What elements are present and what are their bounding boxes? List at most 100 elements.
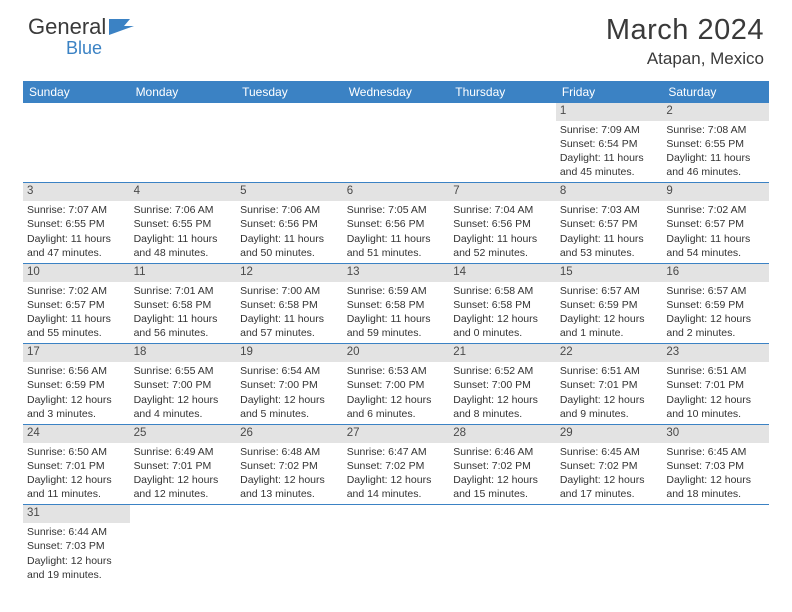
sunset-line: Sunset: 6:58 PM [347,298,446,312]
sunrise-line: Sunrise: 7:02 AM [27,284,126,298]
daylight-line: Daylight: 12 hours and 13 minutes. [240,473,339,501]
daylight-line: Daylight: 12 hours and 8 minutes. [453,393,552,421]
daylight-line: Daylight: 12 hours and 17 minutes. [560,473,659,501]
calendar-week: 1Sunrise: 7:09 AMSunset: 6:54 PMDaylight… [23,103,769,183]
sunrise-line: Sunrise: 7:05 AM [347,203,446,217]
day-number: 25 [130,425,237,443]
calendar-body: 1Sunrise: 7:09 AMSunset: 6:54 PMDaylight… [23,103,769,585]
day-details: Sunrise: 6:55 AMSunset: 7:00 PMDaylight:… [130,362,237,424]
day-cell: 9Sunrise: 7:02 AMSunset: 6:57 PMDaylight… [662,183,769,263]
sunrise-line: Sunrise: 6:47 AM [347,445,446,459]
sunset-line: Sunset: 6:55 PM [134,217,233,231]
day-cell: 28Sunrise: 6:46 AMSunset: 7:02 PMDayligh… [449,424,556,504]
calendar-week: 3Sunrise: 7:07 AMSunset: 6:55 PMDaylight… [23,183,769,263]
sunset-line: Sunset: 6:55 PM [666,137,765,151]
day-details: Sunrise: 7:06 AMSunset: 6:55 PMDaylight:… [130,201,237,263]
day-header: Wednesday [343,81,450,103]
day-cell: 4Sunrise: 7:06 AMSunset: 6:55 PMDaylight… [130,183,237,263]
sunset-line: Sunset: 6:56 PM [240,217,339,231]
title-block: March 2024 Atapan, Mexico [606,14,764,69]
day-details: Sunrise: 7:04 AMSunset: 6:56 PMDaylight:… [449,201,556,263]
day-details: Sunrise: 7:05 AMSunset: 6:56 PMDaylight:… [343,201,450,263]
calendar-week: 24Sunrise: 6:50 AMSunset: 7:01 PMDayligh… [23,424,769,504]
day-details [236,119,343,173]
day-number: 19 [236,344,343,362]
sunset-line: Sunset: 6:58 PM [134,298,233,312]
daylight-line: Daylight: 11 hours and 59 minutes. [347,312,446,340]
day-cell: 10Sunrise: 7:02 AMSunset: 6:57 PMDayligh… [23,263,130,343]
sunset-line: Sunset: 6:55 PM [27,217,126,231]
calendar-week: 31Sunrise: 6:44 AMSunset: 7:03 PMDayligh… [23,505,769,585]
sunrise-line: Sunrise: 6:55 AM [134,364,233,378]
day-number: 24 [23,425,130,443]
day-details: Sunrise: 6:54 AMSunset: 7:00 PMDaylight:… [236,362,343,424]
daylight-line: Daylight: 11 hours and 50 minutes. [240,232,339,260]
day-number: 13 [343,264,450,282]
daylight-line: Daylight: 12 hours and 14 minutes. [347,473,446,501]
sunset-line: Sunset: 7:00 PM [347,378,446,392]
sunset-line: Sunset: 7:02 PM [240,459,339,473]
sunset-line: Sunset: 7:00 PM [240,378,339,392]
sunrise-line: Sunrise: 6:57 AM [560,284,659,298]
sunset-line: Sunset: 6:59 PM [560,298,659,312]
day-cell: 8Sunrise: 7:03 AMSunset: 6:57 PMDaylight… [556,183,663,263]
day-details: Sunrise: 6:56 AMSunset: 6:59 PMDaylight:… [23,362,130,424]
day-cell: 13Sunrise: 6:59 AMSunset: 6:58 PMDayligh… [343,263,450,343]
sunset-line: Sunset: 6:57 PM [27,298,126,312]
day-cell: 17Sunrise: 6:56 AMSunset: 6:59 PMDayligh… [23,344,130,424]
day-details: Sunrise: 6:45 AMSunset: 7:03 PMDaylight:… [662,443,769,505]
sunrise-line: Sunrise: 7:06 AM [240,203,339,217]
month-title: March 2024 [606,14,764,47]
day-details: Sunrise: 7:02 AMSunset: 6:57 PMDaylight:… [662,201,769,263]
day-number: 16 [662,264,769,282]
daylight-line: Daylight: 12 hours and 10 minutes. [666,393,765,421]
daylight-line: Daylight: 12 hours and 6 minutes. [347,393,446,421]
calendar-week: 17Sunrise: 6:56 AMSunset: 6:59 PMDayligh… [23,344,769,424]
sunrise-line: Sunrise: 7:04 AM [453,203,552,217]
sunrise-line: Sunrise: 6:52 AM [453,364,552,378]
sunrise-line: Sunrise: 7:07 AM [27,203,126,217]
day-details: Sunrise: 7:03 AMSunset: 6:57 PMDaylight:… [556,201,663,263]
day-details: Sunrise: 6:51 AMSunset: 7:01 PMDaylight:… [556,362,663,424]
day-cell: 12Sunrise: 7:00 AMSunset: 6:58 PMDayligh… [236,263,343,343]
sunrise-line: Sunrise: 6:44 AM [27,525,126,539]
day-details: Sunrise: 6:51 AMSunset: 7:01 PMDaylight:… [662,362,769,424]
day-number: 21 [449,344,556,362]
day-number: 1 [556,103,663,121]
brand-logo: General Blue [28,14,136,40]
sunrise-line: Sunrise: 6:58 AM [453,284,552,298]
day-cell: 18Sunrise: 6:55 AMSunset: 7:00 PMDayligh… [130,344,237,424]
day-cell: 20Sunrise: 6:53 AMSunset: 7:00 PMDayligh… [343,344,450,424]
day-number: 17 [23,344,130,362]
sunrise-line: Sunrise: 7:00 AM [240,284,339,298]
day-number: 7 [449,183,556,201]
sunset-line: Sunset: 7:03 PM [27,539,126,553]
sunrise-line: Sunrise: 6:53 AM [347,364,446,378]
daylight-line: Daylight: 11 hours and 54 minutes. [666,232,765,260]
sunset-line: Sunset: 7:00 PM [134,378,233,392]
day-cell: 24Sunrise: 6:50 AMSunset: 7:01 PMDayligh… [23,424,130,504]
day-details: Sunrise: 6:49 AMSunset: 7:01 PMDaylight:… [130,443,237,505]
day-details: Sunrise: 6:47 AMSunset: 7:02 PMDaylight:… [343,443,450,505]
day-number [130,103,237,119]
day-details: Sunrise: 6:46 AMSunset: 7:02 PMDaylight:… [449,443,556,505]
daylight-line: Daylight: 11 hours and 52 minutes. [453,232,552,260]
daylight-line: Daylight: 12 hours and 18 minutes. [666,473,765,501]
day-details [343,119,450,173]
day-cell: 25Sunrise: 6:49 AMSunset: 7:01 PMDayligh… [130,424,237,504]
daylight-line: Daylight: 12 hours and 12 minutes. [134,473,233,501]
sunrise-line: Sunrise: 7:06 AM [134,203,233,217]
sunset-line: Sunset: 7:01 PM [134,459,233,473]
daylight-line: Daylight: 11 hours and 48 minutes. [134,232,233,260]
empty-cell [449,103,556,183]
daylight-line: Daylight: 12 hours and 2 minutes. [666,312,765,340]
empty-cell [130,103,237,183]
daylight-line: Daylight: 11 hours and 47 minutes. [27,232,126,260]
day-details: Sunrise: 6:50 AMSunset: 7:01 PMDaylight:… [23,443,130,505]
day-header: Saturday [662,81,769,103]
daylight-line: Daylight: 12 hours and 15 minutes. [453,473,552,501]
day-number: 29 [556,425,663,443]
sunrise-line: Sunrise: 6:49 AM [134,445,233,459]
day-details: Sunrise: 7:06 AMSunset: 6:56 PMDaylight:… [236,201,343,263]
day-number [23,103,130,119]
